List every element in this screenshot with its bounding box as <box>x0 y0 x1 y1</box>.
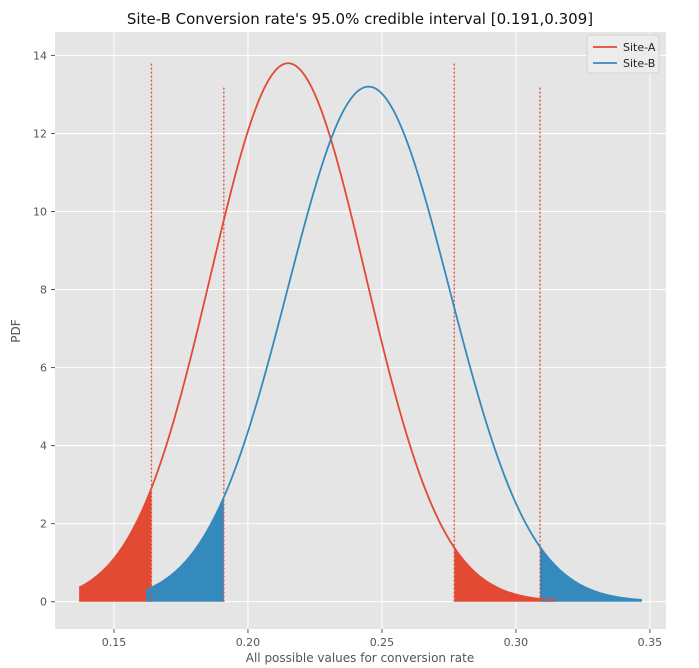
site-b-right-tail-fill <box>540 546 642 602</box>
y-tick-label: 0 <box>40 596 47 609</box>
site-a-pdf-line <box>78 62 557 602</box>
interval-bound-lines <box>150 63 541 602</box>
x-axis-ticks: 0.15 0.20 0.25 0.30 0.35 <box>102 629 662 649</box>
site-b-pdf-line <box>145 85 642 601</box>
y-tick-label: 6 <box>40 362 47 375</box>
x-axis-label: All possible values for conversion rate <box>246 651 474 665</box>
plot-area <box>55 32 666 629</box>
interval-tail-fills <box>79 488 642 602</box>
x-tick-label: 0.20 <box>236 636 261 649</box>
site-b-left-tail-fill <box>146 497 224 602</box>
y-axis-label: PDF <box>9 319 23 342</box>
y-tick-label: 8 <box>40 284 47 297</box>
grid-lines <box>55 32 666 629</box>
chart-legend: Site-A Site-B <box>586 34 660 74</box>
y-tick-label: 2 <box>40 518 47 531</box>
x-tick-label: 0.15 <box>102 636 127 649</box>
site-a-left-tail-fill <box>79 488 152 602</box>
y-tick-label: 12 <box>33 127 47 140</box>
x-tick-label: 0.35 <box>638 636 663 649</box>
legend-label-site-a: Site-A <box>623 41 656 54</box>
x-tick-label: 0.25 <box>370 636 395 649</box>
y-tick-label: 4 <box>40 440 47 453</box>
y-tick-label: 10 <box>33 205 47 218</box>
legend-label-site-b: Site-B <box>623 57 655 70</box>
y-axis-ticks: 0 2 4 6 8 10 12 14 <box>33 49 55 609</box>
chart-title: Site-B Conversion rate's 95.0% credible … <box>127 10 593 28</box>
site-a-right-tail-fill <box>454 547 557 602</box>
x-tick-label: 0.30 <box>504 636 529 649</box>
pdf-curves <box>78 62 642 602</box>
y-tick-label: 14 <box>33 49 47 62</box>
